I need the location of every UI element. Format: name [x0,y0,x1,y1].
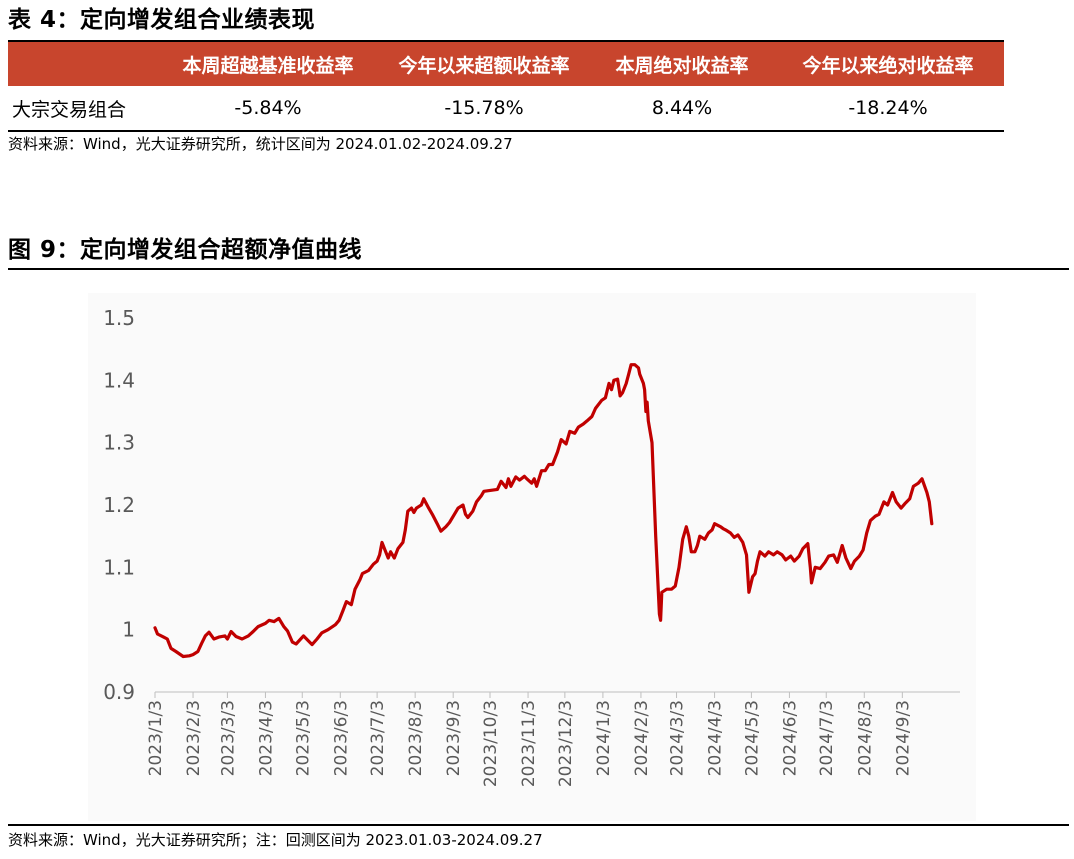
y-tick-label: 1.3 [103,431,135,455]
x-tick-label: 2024/4/3 [706,700,726,776]
figure-title: 图 9：定向增发组合超额净值曲线 [8,237,363,263]
table-row: 大宗交易组合 -5.84% -15.78% 8.44% -18.24% [8,86,1004,131]
x-tick-label: 2023/2/3 [184,700,204,776]
y-tick-label: 0.9 [103,680,135,704]
table-row-label: 大宗交易组合 [12,98,127,121]
table-header-corner [8,41,160,86]
x-tick-label: 2024/5/3 [742,700,762,776]
x-tick-label: 2023/4/3 [256,700,276,776]
table-cell: -15.78% [444,97,524,119]
y-axis: 0.9 1 1.1 1.2 1.3 1.4 1.5 [103,306,135,704]
x-tick-label: 2023/5/3 [293,700,313,776]
x-tick-label: 2023/9/3 [444,700,464,776]
x-tick-label: 2023/1/3 [146,700,166,776]
table-header-row: 本周超越基准收益率 今年以来超额收益率 本周绝对收益率 今年以来绝对收益率 [8,41,1004,86]
x-tick-label: 2024/1/3 [594,700,614,776]
x-tick-label: 2023/7/3 [368,700,388,776]
table-header-weekly-absolute: 本周绝对收益率 [592,41,772,86]
series-line [153,363,934,659]
performance-table: 本周超越基准收益率 今年以来超额收益率 本周绝对收益率 今年以来绝对收益率 大宗… [8,40,1004,132]
x-tick-label: 2023/8/3 [406,700,426,776]
x-tick-label: 2024/9/3 [893,700,913,776]
x-tick-label: 2023/10/3 [481,700,501,787]
table-header-ytd-absolute: 今年以来绝对收益率 [772,41,1004,86]
x-tick-label: 2023/12/3 [556,700,576,787]
x-tick-label: 2024/8/3 [855,700,875,776]
x-tick-label: 2024/2/3 [632,700,652,776]
table-title: 表 4：定向增发组合业绩表现 [8,7,316,33]
series-layer [153,363,934,659]
table-source-note: 资料来源：Wind，光大证券研究所，统计区间为 2024.01.02-2024.… [8,135,513,153]
x-tick-label: 2023/11/3 [519,700,539,787]
figure-source-note: 资料来源：Wind，光大证券研究所；注：回测区间为 2023.01.03-202… [8,831,543,849]
x-tick-label: 2024/6/3 [780,700,800,776]
x-tick-label: 2024/3/3 [668,700,688,776]
table-cell: -18.24% [848,97,928,119]
figure-bottom-rule [8,824,1069,826]
table-header-weekly-excess: 本周超越基准收益率 [160,41,376,86]
x-tick-label: 2023/3/3 [218,700,238,776]
table-header-ytd-excess: 今年以来超额收益率 [376,41,592,86]
table-cell: 8.44% [651,97,713,119]
y-tick-label: 1.5 [103,306,135,330]
y-tick-label: 1 [122,618,135,642]
table-cell: -5.84% [234,97,302,119]
x-axis: 2023/1/3 2023/2/3 2023/3/3 2023/4/3 2023/5/3… [146,691,960,787]
y-tick-label: 1.1 [103,555,135,579]
x-tick-label: 2023/6/3 [331,700,351,776]
y-tick-label: 1.2 [103,493,135,517]
figure-top-rule [8,268,1069,270]
x-tick-label: 2024/7/3 [817,700,837,776]
y-tick-label: 1.4 [103,368,135,392]
excess-nav-line-chart: 0.911.11.21.31.41.5 2023/1/3 2023/2/3 2023… [88,293,976,821]
